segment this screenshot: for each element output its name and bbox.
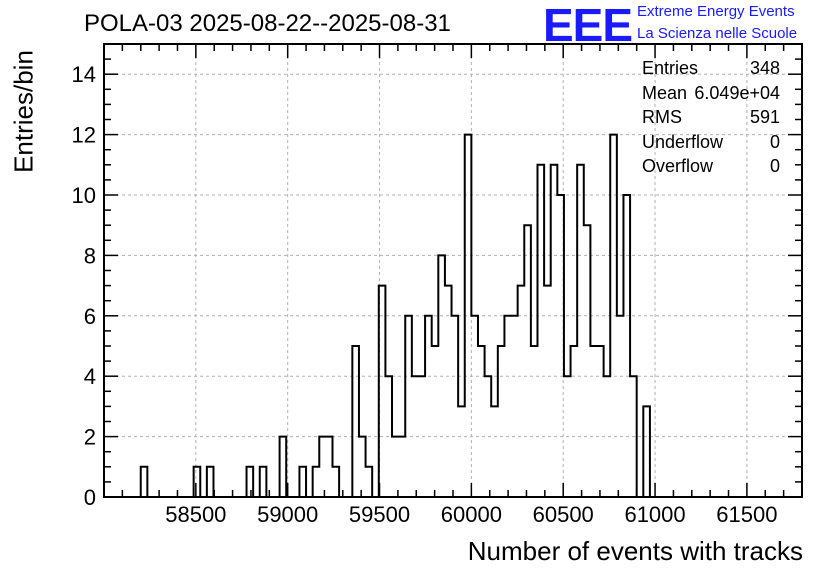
y-tick-label: 14 xyxy=(72,62,96,87)
y-tick-label: 0 xyxy=(84,485,96,510)
stat-label: Overflow xyxy=(642,156,714,176)
y-tick-label: 6 xyxy=(84,304,96,329)
stat-overflow: Overflow 0 xyxy=(642,156,780,181)
chart-title: POLA-03 2025-08-22--2025-08-31 xyxy=(84,10,451,37)
logo-tagline-1: Extreme Energy Events xyxy=(637,3,795,20)
stat-mean: Mean 6.049e+04 xyxy=(642,83,780,108)
logo-tagline-2: La Scienza nelle Scuole xyxy=(637,25,798,42)
x-tick-label: 59000 xyxy=(257,502,318,527)
stat-label: Entries xyxy=(642,58,699,78)
y-tick-label: 4 xyxy=(84,364,96,389)
y-tick-label: 10 xyxy=(72,183,96,208)
stat-value: 0 xyxy=(769,156,780,176)
x-tick-label: 59500 xyxy=(349,502,410,527)
stat-label: RMS xyxy=(642,107,682,127)
axis-ticks xyxy=(103,43,803,498)
x-tick-label: 61000 xyxy=(624,502,685,527)
stat-entries: Entries 348 xyxy=(642,58,780,83)
histogram-outline xyxy=(139,133,651,498)
x-tick-label: 60500 xyxy=(533,502,594,527)
stat-rms: RMS 591 xyxy=(642,107,780,132)
x-tick-label: 60000 xyxy=(441,502,502,527)
y-tick-label: 8 xyxy=(84,243,96,268)
stats-box: Entries 348 Mean 6.049e+04 RMS 591 Under… xyxy=(642,58,780,181)
y-tick-label: 12 xyxy=(72,123,96,148)
stat-label: Underflow xyxy=(642,131,724,152)
y-tick-labels: 0 2 4 6 8 10 12 14 xyxy=(72,62,96,510)
y-axis-title: Entries/bin xyxy=(8,50,39,173)
eee-logo: EEE xyxy=(543,0,633,51)
stat-value: 0 xyxy=(769,131,780,152)
stat-value: 6.049e+04 xyxy=(694,82,780,103)
stat-value: 591 xyxy=(749,107,780,127)
y-tick-label: 2 xyxy=(84,425,96,450)
x-axis-title: Number of events with tracks xyxy=(467,536,803,566)
plot-frame xyxy=(103,43,803,498)
x-tick-label: 58500 xyxy=(165,502,226,527)
stat-underflow: Underflow 0 xyxy=(642,132,780,157)
stat-value: 348 xyxy=(749,58,780,78)
x-tick-labels: 58500 59000 59500 60000 60500 61000 61500 xyxy=(165,502,777,527)
x-tick-label: 61500 xyxy=(716,502,777,527)
stat-label: Mean xyxy=(642,82,688,103)
